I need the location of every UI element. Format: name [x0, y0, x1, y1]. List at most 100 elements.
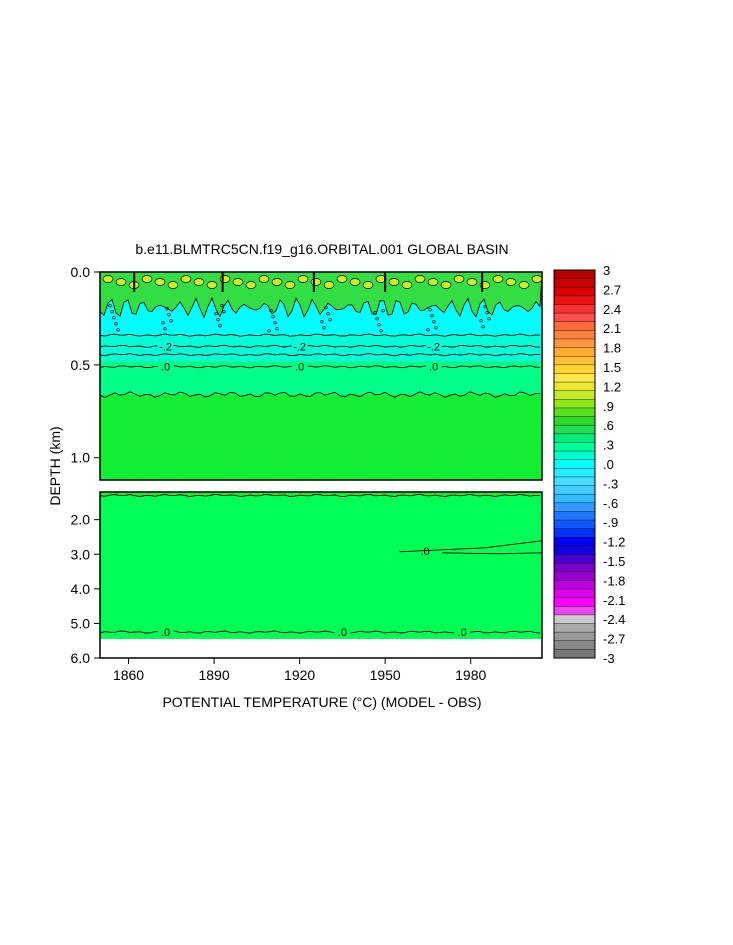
- upper-eddy-4: [154, 278, 166, 286]
- colorbar-label-13: -.9: [603, 515, 618, 530]
- colorbar-swatch-3: [554, 295, 595, 305]
- upper-dot-23: [483, 305, 487, 309]
- upper-eddy-6: [180, 275, 192, 283]
- upper-eddy-14: [284, 281, 296, 289]
- upper-dot-9: [163, 327, 167, 331]
- colorbar-label-12: -.6: [603, 496, 618, 511]
- upper-dot-39: [487, 317, 491, 321]
- upper-dot-37: [381, 309, 385, 313]
- upper-eddy-12: [258, 275, 270, 283]
- upper-dot-16: [112, 316, 116, 320]
- colorbar-swatch-31: [554, 537, 595, 547]
- lower-y-tick-label-4: 6.0: [71, 650, 91, 666]
- colorbar-swatch-28: [554, 511, 595, 521]
- lower-y-tick-label-1: 3.0: [71, 546, 91, 562]
- upper-eddy-17: [323, 281, 335, 289]
- colorbar-label-17: -2.1: [603, 593, 625, 608]
- upper-eddy-26: [440, 281, 452, 289]
- colorbar-swatch-25: [554, 485, 595, 495]
- colorbar-swatch-8: [554, 338, 595, 348]
- lower-contour-label-bg-1-0: [157, 626, 174, 639]
- upper-eddy-0: [102, 275, 114, 283]
- upper-dot-17: [165, 307, 169, 311]
- upper-contour-label-1-0: -.2: [159, 341, 172, 353]
- colorbar-swatch-38: [554, 597, 595, 607]
- colorbar-swatch-21: [554, 451, 595, 460]
- colorbar-swatch-16: [554, 407, 595, 417]
- colorbar-swatch-29: [554, 520, 595, 529]
- colorbar-swatch-35: [554, 571, 595, 581]
- upper-dot-22: [430, 314, 434, 318]
- upper-dot-11: [269, 309, 273, 313]
- upper-dot-24: [114, 322, 118, 326]
- upper-y-tick-label-1: 0.5: [71, 357, 91, 373]
- upper-eddy-31: [505, 278, 517, 286]
- colorbar-label-5: 1.5: [603, 360, 621, 375]
- colorbar-swatch-14: [554, 390, 595, 400]
- colorbar-swatch-40: [554, 614, 595, 624]
- colorbar-swatch-30: [554, 528, 595, 538]
- colorbar-label-15: -1.5: [603, 554, 625, 569]
- lower-depth-panel: .0 .0 .0 .0 2.0 3.0 4.0 5.0 6.0: [71, 491, 543, 666]
- colorbar-swatch-10: [554, 356, 595, 366]
- colorbar-label-20: -3: [603, 651, 615, 666]
- chart-title: b.e11.BLMTRC5CN.f19_g16.ORBITAL.001 GLOB…: [135, 241, 508, 257]
- lower-band-1: [100, 495, 542, 633]
- upper-dot-15: [481, 325, 485, 329]
- colorbar-swatch-33: [554, 554, 595, 564]
- upper-dot-3: [267, 329, 271, 333]
- upper-dot-12: [322, 326, 326, 330]
- colorbar-label-16: -1.8: [603, 573, 625, 588]
- upper-contour-label-bg-1-0: [157, 340, 174, 353]
- colorbar-label-6: 1.2: [603, 379, 621, 394]
- lower-band-3: [100, 638, 542, 658]
- upper-dot-36: [328, 318, 332, 322]
- colorbar-swatch-34: [554, 563, 595, 573]
- colorbar-swatch-17: [554, 416, 595, 426]
- y-axis-label: DEPTH (km): [47, 426, 63, 505]
- lower-contour-label-bg-1-1: [334, 626, 351, 639]
- x-tick-label-4: 1980: [455, 667, 486, 683]
- x-tick-label-2: 1920: [284, 667, 315, 683]
- colorbar-swatch-2: [554, 287, 595, 297]
- upper-eddy-23: [401, 281, 413, 289]
- lower-extra-contour-2: [442, 552, 543, 555]
- upper-contour-label-3-2: .0: [429, 362, 438, 374]
- colorbar-swatch-15: [554, 399, 595, 409]
- upper-contour-4: [99, 391, 540, 399]
- lower-y-tick-label-2: 4.0: [71, 581, 91, 597]
- lower-contour-label-1-1: .0: [338, 627, 347, 639]
- upper-dot-7: [479, 319, 483, 323]
- upper-eddy-16: [310, 278, 322, 286]
- x-axis: 1860 1890 1920 1950 1980: [113, 658, 486, 683]
- upper-eddy-5: [167, 281, 179, 289]
- upper-contour-label-bg-3-1: [291, 360, 308, 373]
- upper-dot-18: [218, 324, 222, 328]
- upper-contour-label-1-1: -.2: [293, 341, 306, 353]
- upper-eddy-22: [388, 278, 400, 286]
- colorbar-label-14: -1.2: [603, 535, 625, 550]
- colorbar-label-7: .9: [603, 399, 614, 414]
- colorbar-swatch-37: [554, 589, 595, 598]
- upper-y-tick-label-2: 1.0: [71, 450, 91, 466]
- colorbar-label-18: -2.4: [603, 612, 625, 627]
- upper-band-4: [100, 394, 542, 480]
- upper-dot-27: [273, 321, 277, 325]
- upper-dot-4: [320, 320, 324, 324]
- upper-band-2: [100, 335, 542, 362]
- colorbar-frame: [553, 269, 596, 659]
- lower-y-tick-label-0: 2.0: [71, 512, 91, 528]
- x-tick-label-3: 1950: [370, 667, 401, 683]
- lower-extra-label: .0: [420, 546, 429, 558]
- upper-eddy-30: [492, 275, 504, 283]
- upper-dot-30: [432, 320, 436, 324]
- upper-eddy-18: [336, 275, 348, 283]
- colorbar-swatch-9: [554, 347, 595, 357]
- x-tick-label-0: 1860: [113, 667, 144, 683]
- upper-y-tick-label-0: 0.0: [71, 264, 91, 280]
- upper-contour-0: [99, 333, 540, 337]
- colorbar-label-4: 1.8: [603, 341, 621, 356]
- upper-eddy-27: [453, 275, 465, 283]
- upper-contour-label-bg-3-0: [157, 360, 174, 373]
